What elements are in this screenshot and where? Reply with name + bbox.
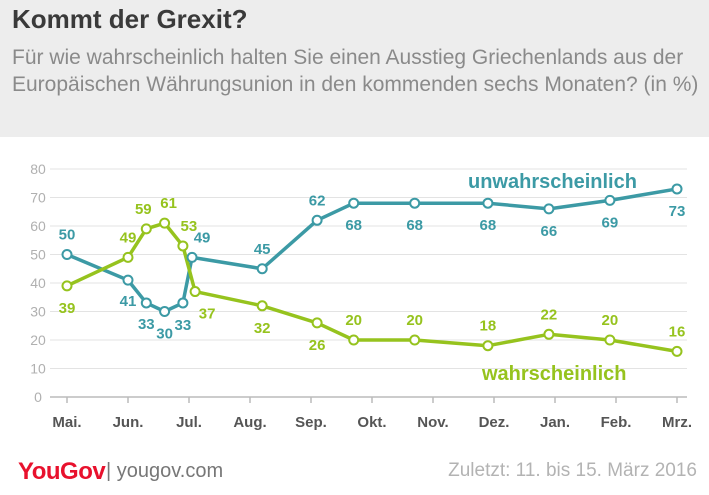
- data-label-unwahrscheinlich: 73: [669, 203, 686, 220]
- data-label-unwahrscheinlich: 62: [309, 192, 326, 209]
- x-tick-label: Mrz.: [662, 414, 692, 431]
- data-point-wahrscheinlich: [671, 345, 683, 357]
- data-point-unwahrscheinlich: [604, 194, 616, 206]
- data-label-wahrscheinlich: 22: [541, 306, 558, 323]
- x-tick-label: Okt.: [357, 414, 386, 431]
- data-point-wahrscheinlich: [482, 340, 494, 352]
- line-chart: 0 10 20 30 40 50 60 70 80 Mai. Jun. Jul. Aug. Sep. Okt…: [30, 161, 692, 431]
- data-point-wahrscheinlich: [311, 317, 323, 329]
- x-tick-label: Sep.: [295, 414, 327, 431]
- data-label-wahrscheinlich: 18: [480, 318, 497, 335]
- data-point-unwahrscheinlich: [671, 183, 683, 195]
- y-tick-label: 30: [30, 304, 46, 320]
- data-point-unwahrscheinlich: [61, 249, 73, 260]
- data-point-wahrscheinlich: [159, 217, 171, 229]
- series-line-unwahrscheinlich: [66, 187, 678, 314]
- y-tick-label: 80: [30, 161, 46, 177]
- page-subtitle: Für wie wahrscheinlich halten Sie einen …: [12, 46, 699, 96]
- x-tick-label: Nov.: [417, 414, 448, 431]
- data-point-wahrscheinlich: [604, 334, 616, 346]
- data-label-wahrscheinlich: 20: [406, 312, 423, 329]
- y-tick-label: 70: [30, 190, 46, 206]
- x-tick-label: Jun.: [113, 414, 144, 431]
- x-tick-label: Feb.: [601, 414, 632, 431]
- yougov-logo: YouGov: [18, 458, 106, 485]
- data-label-unwahrscheinlich: 68: [406, 217, 423, 234]
- data-point-wahrscheinlich: [348, 334, 360, 346]
- data-point-wahrscheinlich: [189, 286, 201, 298]
- data-label-unwahrscheinlich: 66: [541, 223, 558, 240]
- x-tick-label: Aug.: [233, 414, 266, 431]
- data-point-wahrscheinlich: [543, 328, 555, 340]
- data-point-wahrscheinlich: [256, 300, 268, 312]
- data-label-unwahrscheinlich: 49: [194, 229, 211, 246]
- y-tick-label: 0: [34, 389, 42, 405]
- data-point-unwahrscheinlich: [482, 197, 494, 209]
- data-label-unwahrscheinlich: 41: [120, 293, 137, 310]
- data-label-wahrscheinlich: 59: [135, 201, 152, 218]
- data-label-unwahrscheinlich: 45: [254, 241, 271, 258]
- data-label-wahrscheinlich: 37: [199, 306, 216, 323]
- data-label-unwahrscheinlich: 50: [59, 227, 76, 244]
- data-point-wahrscheinlich: [61, 280, 73, 292]
- data-label-unwahrscheinlich: 68: [480, 217, 497, 234]
- x-tick-label: Mai.: [52, 414, 81, 431]
- data-label-wahrscheinlich: 20: [602, 312, 619, 329]
- data-label-wahrscheinlich: 49: [120, 229, 137, 246]
- data-label-wahrscheinlich: 61: [160, 195, 177, 212]
- y-tick-label: 40: [30, 275, 46, 291]
- data-label-wahrscheinlich: 53: [181, 218, 198, 235]
- data-label-unwahrscheinlich: 30: [156, 326, 173, 343]
- data-point-unwahrscheinlich: [122, 274, 134, 286]
- data-label-wahrscheinlich: 26: [309, 337, 326, 354]
- data-point-unwahrscheinlich: [177, 297, 189, 309]
- survey-date: Zuletzt: 11. bis 15. März 2016: [448, 460, 697, 481]
- data-label-unwahrscheinlich: 33: [175, 317, 192, 334]
- header: Kommt der Grexit? Für wie wahrscheinlich…: [0, 0, 709, 137]
- series-label-unwahrscheinlich: unwahrscheinlich: [468, 171, 637, 193]
- data-point-unwahrscheinlich: [409, 197, 421, 209]
- data-label-wahrscheinlich: 39: [59, 300, 76, 317]
- series-label-wahrscheinlich: wahrscheinlich: [481, 363, 627, 385]
- data-label-wahrscheinlich: 16: [669, 323, 686, 340]
- y-tick-label: 20: [30, 332, 46, 348]
- data-label-unwahrscheinlich: 68: [345, 217, 362, 234]
- data-label-wahrscheinlich: 32: [254, 320, 271, 337]
- data-point-wahrscheinlich: [177, 240, 189, 252]
- data-label-wahrscheinlich: 20: [345, 312, 362, 329]
- data-point-wahrscheinlich: [140, 223, 152, 235]
- x-tick-label: Jan.: [540, 414, 570, 431]
- y-tick-label: 60: [30, 218, 46, 234]
- data-point-wahrscheinlich: [409, 334, 421, 346]
- x-tick-label: Dez.: [479, 414, 510, 431]
- data-point-unwahrscheinlich: [159, 306, 171, 317]
- data-point-unwahrscheinlich: [256, 263, 268, 275]
- page-title: Kommt der Grexit?: [12, 4, 248, 34]
- data-point-unwahrscheinlich: [348, 197, 360, 209]
- footer-site-link[interactable]: | yougov.com: [106, 460, 224, 482]
- data-point-unwahrscheinlich: [186, 251, 198, 263]
- x-tick-label: Jul.: [176, 414, 202, 431]
- y-tick-label: 10: [30, 361, 46, 377]
- data-point-unwahrscheinlich: [543, 203, 555, 215]
- data-point-wahrscheinlich: [122, 251, 134, 263]
- y-tick-label: 50: [30, 247, 46, 263]
- data-point-unwahrscheinlich: [311, 214, 323, 226]
- data-label-unwahrscheinlich: 33: [138, 316, 155, 333]
- data-label-unwahrscheinlich: 69: [602, 214, 619, 231]
- data-point-unwahrscheinlich: [140, 297, 152, 309]
